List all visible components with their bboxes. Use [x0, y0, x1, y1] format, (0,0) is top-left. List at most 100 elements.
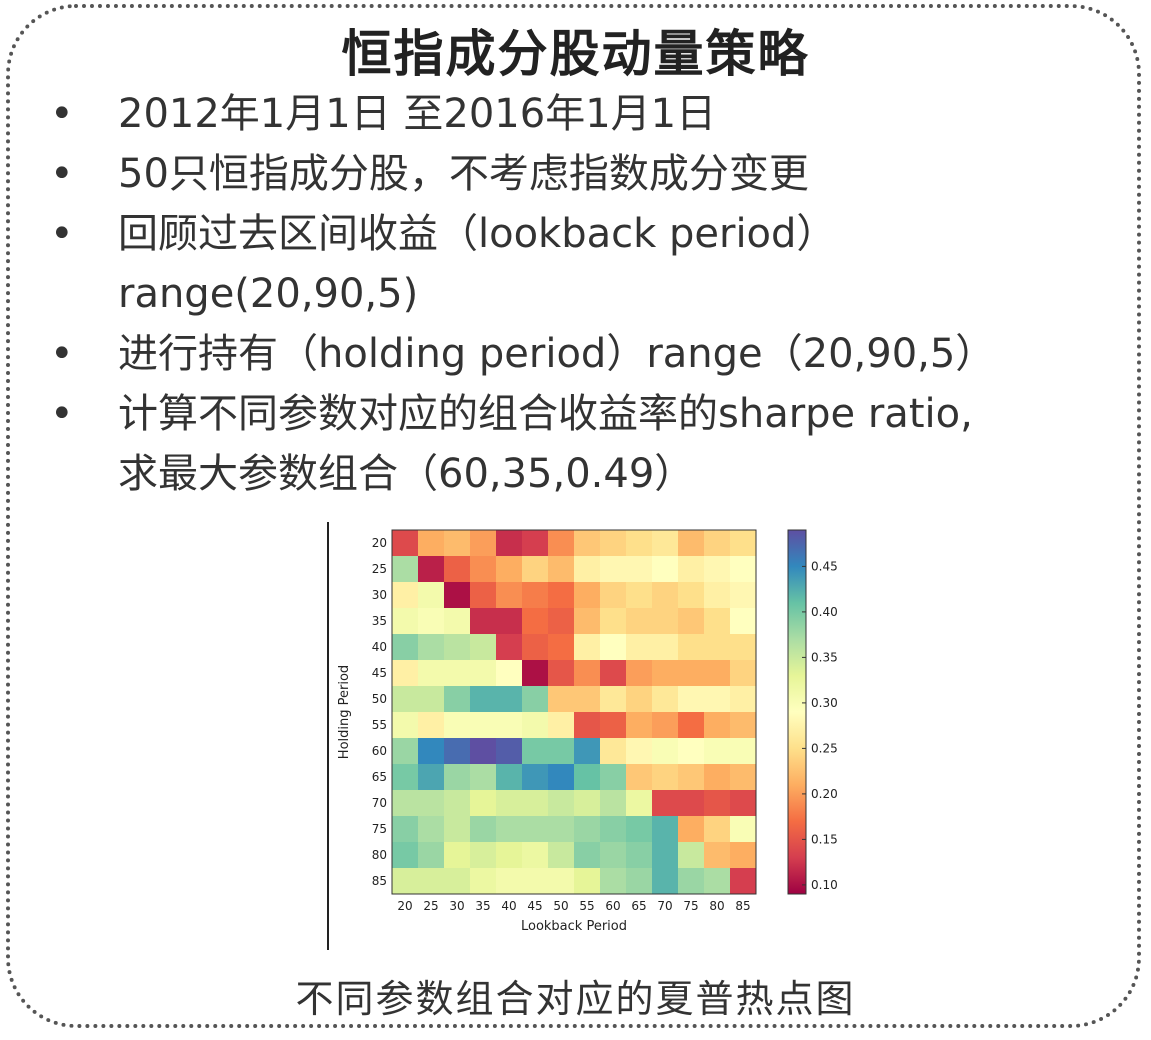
heatmap-cell	[730, 634, 757, 661]
heatmap-cell	[600, 790, 627, 817]
heatmap-cell	[470, 738, 497, 765]
heatmap-cell	[652, 790, 679, 817]
heatmap-cell	[496, 660, 523, 687]
heatmap-cell	[678, 634, 705, 661]
heatmap-cell	[574, 608, 601, 635]
heatmap-cell	[496, 764, 523, 791]
heatmap-cell	[678, 582, 705, 609]
colorbar-tick-label: 0.10	[811, 878, 838, 892]
heatmap-cell	[496, 582, 523, 609]
heatmap-cell	[496, 608, 523, 635]
y-tick-label: 45	[372, 666, 387, 680]
heatmap-cell	[730, 764, 757, 791]
heatmap-cell	[470, 712, 497, 739]
heatmap-cell	[704, 816, 731, 843]
bullet-text: 计算不同参数对应的组合收益率的sharpe ratio,	[118, 391, 973, 437]
heatmap-cell	[392, 608, 419, 635]
x-tick-label: 85	[735, 899, 750, 913]
heatmap-cell	[574, 712, 601, 739]
heatmap-cell	[600, 634, 627, 661]
heatmap-cell	[704, 842, 731, 869]
heatmap-cell	[548, 582, 575, 609]
y-tick-label: 70	[372, 796, 387, 810]
heatmap-cell	[496, 816, 523, 843]
heatmap-cell	[470, 634, 497, 661]
heatmap-cell	[678, 712, 705, 739]
x-tick-label: 70	[657, 899, 672, 913]
y-tick-label: 40	[372, 640, 387, 654]
heatmap-cell	[678, 842, 705, 869]
heatmap-cell	[496, 686, 523, 713]
heatmap-cell	[730, 582, 757, 609]
heatmap-cell	[496, 556, 523, 583]
heatmap-cell	[444, 556, 471, 583]
heatmap-cell	[626, 608, 653, 635]
x-tick-label: 80	[709, 899, 724, 913]
bullet-dot-icon: •	[50, 151, 74, 197]
heatmap-cell	[704, 634, 731, 661]
heatmap-cell	[548, 530, 575, 557]
heatmap-cell	[626, 530, 653, 557]
heatmap-cell	[600, 738, 627, 765]
heatmap-cell	[652, 556, 679, 583]
heatmap-cell	[574, 686, 601, 713]
heatmap-cell	[522, 582, 549, 609]
y-tick-label: 20	[372, 536, 387, 550]
heatmap-cell	[418, 790, 445, 817]
heatmap-cell	[730, 556, 757, 583]
heatmap-cell	[444, 816, 471, 843]
heatmap-cell	[600, 556, 627, 583]
heatmap-cell	[444, 582, 471, 609]
colorbar-tick-label: 0.25	[811, 741, 838, 755]
heatmap-cell	[574, 764, 601, 791]
x-tick-label: 45	[527, 899, 542, 913]
x-tick-label: 60	[605, 899, 620, 913]
heatmap-cell	[704, 530, 731, 557]
heatmap-cell	[522, 764, 549, 791]
heatmap-cell	[418, 764, 445, 791]
heatmap-cell	[470, 556, 497, 583]
heatmap-cell	[730, 842, 757, 869]
heatmap-cell	[730, 738, 757, 765]
colorbar-tick-label: 0.35	[811, 650, 838, 664]
heatmap-cell	[444, 686, 471, 713]
heatmap-cell	[600, 608, 627, 635]
heatmap-cell	[392, 634, 419, 661]
heatmap-cell	[418, 608, 445, 635]
heatmap-cell	[548, 712, 575, 739]
heatmap-cell	[704, 556, 731, 583]
bullet-item: • 进行持有（holding period）range（20,90,5）	[40, 324, 1140, 384]
y-tick-label: 35	[372, 614, 387, 628]
heatmap-cell	[626, 868, 653, 895]
heatmap-cell	[392, 660, 419, 687]
slide-panel	[6, 4, 1141, 1028]
heatmap-cell	[522, 686, 549, 713]
heatmap-cell	[574, 582, 601, 609]
heatmap-cell	[548, 868, 575, 895]
y-tick-label: 65	[372, 770, 387, 784]
heatmap-cell	[626, 738, 653, 765]
heatmap-cell	[470, 764, 497, 791]
heatmap-cell	[418, 582, 445, 609]
heatmap-cell	[600, 686, 627, 713]
heatmap-cell	[470, 686, 497, 713]
y-axis-label: Holding Period	[337, 665, 352, 759]
heatmap-cell	[496, 712, 523, 739]
heatmap-cell	[626, 816, 653, 843]
heatmap-cell	[626, 660, 653, 687]
heatmap-cell	[496, 634, 523, 661]
heatmap-cell	[418, 842, 445, 869]
figure-divider	[327, 522, 329, 950]
heatmap-cell	[392, 816, 419, 843]
heatmap-cell	[418, 712, 445, 739]
bullet-text-continued: 求最大参数组合（60,35,0.49）	[118, 451, 695, 497]
bullet-text: 50只恒指成分股，不考虑指数成分变更	[118, 151, 809, 197]
heatmap-cell	[704, 660, 731, 687]
y-tick-label: 55	[372, 718, 387, 732]
heatmap-cell	[496, 842, 523, 869]
heatmap-cell	[392, 582, 419, 609]
heatmap-cell	[652, 764, 679, 791]
heatmap-cell	[392, 790, 419, 817]
bullet-item: • 回顾过去区间收益（lookback period） range(20,90,…	[40, 204, 1140, 324]
heatmap-cell	[652, 842, 679, 869]
